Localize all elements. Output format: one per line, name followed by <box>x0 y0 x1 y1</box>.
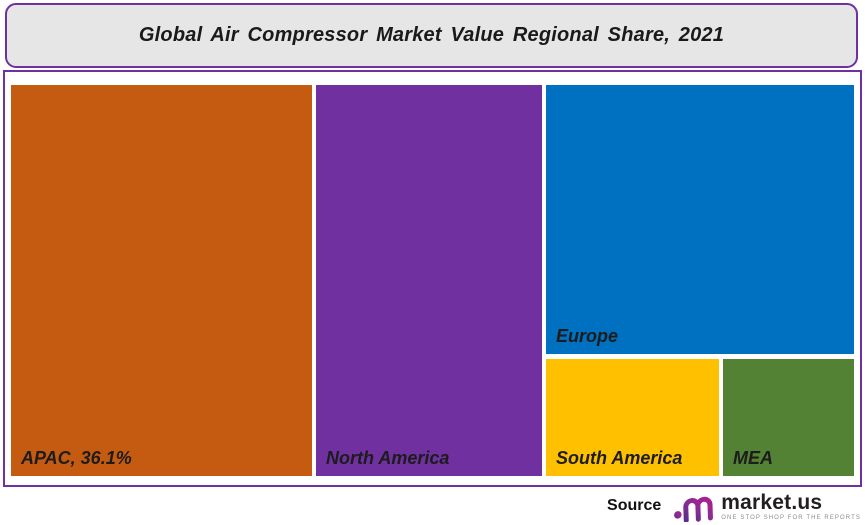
treemap-tile-apac: APAC, 36.1% <box>11 85 312 476</box>
treemap-tile-label-apac: APAC, 36.1% <box>21 448 132 468</box>
chart-title-box: Global Air Compressor Market Value Regio… <box>5 3 858 68</box>
market-us-m-logo-icon <box>673 490 715 523</box>
treemap-tile-label-north-america: North America <box>326 448 450 468</box>
treemap-tile-label-mea: MEA <box>733 448 773 468</box>
treemap-chart-area: APAC, 36.1% North America Europe South A… <box>3 70 862 487</box>
brand-tagline: ONE STOP SHOP FOR THE REPORTS <box>721 514 861 521</box>
treemap-tile-label-south-america: South America <box>556 448 683 468</box>
treemap-tile-label-europe: Europe <box>556 326 619 346</box>
treemap-tile-north-america: North America <box>316 85 542 476</box>
chart-title: Global Air Compressor Market Value Regio… <box>138 24 725 46</box>
source-label: Source <box>607 497 662 514</box>
source-attribution: Source market.us ONE STOP SHOP FOR THE R… <box>607 489 861 523</box>
treemap-tile-mea: MEA <box>723 359 854 476</box>
brand-block: market.us ONE STOP SHOP FOR THE REPORTS <box>721 492 861 521</box>
brand-name: market.us <box>721 490 823 514</box>
treemap-tile-south-america: South America <box>546 359 719 476</box>
treemap-tile-europe: Europe <box>546 85 854 354</box>
